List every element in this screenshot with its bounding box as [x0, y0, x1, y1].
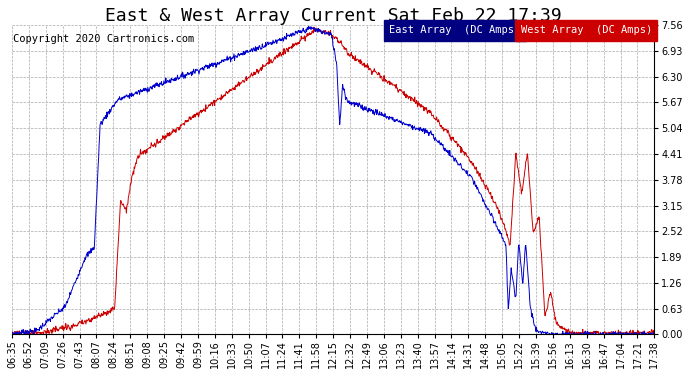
Legend: East Array  (DC Amps), West Array  (DC Amps): East Array (DC Amps), West Array (DC Amp…: [386, 22, 654, 38]
Text: Copyright 2020 Cartronics.com: Copyright 2020 Cartronics.com: [13, 34, 195, 44]
Title: East & West Array Current Sat Feb 22 17:39: East & West Array Current Sat Feb 22 17:…: [105, 7, 562, 25]
